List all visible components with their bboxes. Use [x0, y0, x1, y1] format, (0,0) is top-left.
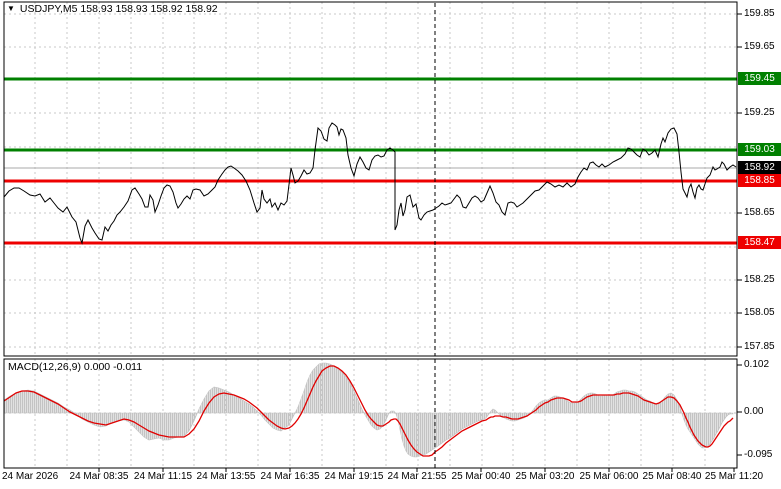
price-line	[3, 122, 737, 245]
macd-signal-line	[3, 365, 734, 457]
macd-histogram	[3, 362, 734, 458]
macd-panel-border	[3, 358, 738, 469]
main-panel-border	[3, 1, 738, 357]
